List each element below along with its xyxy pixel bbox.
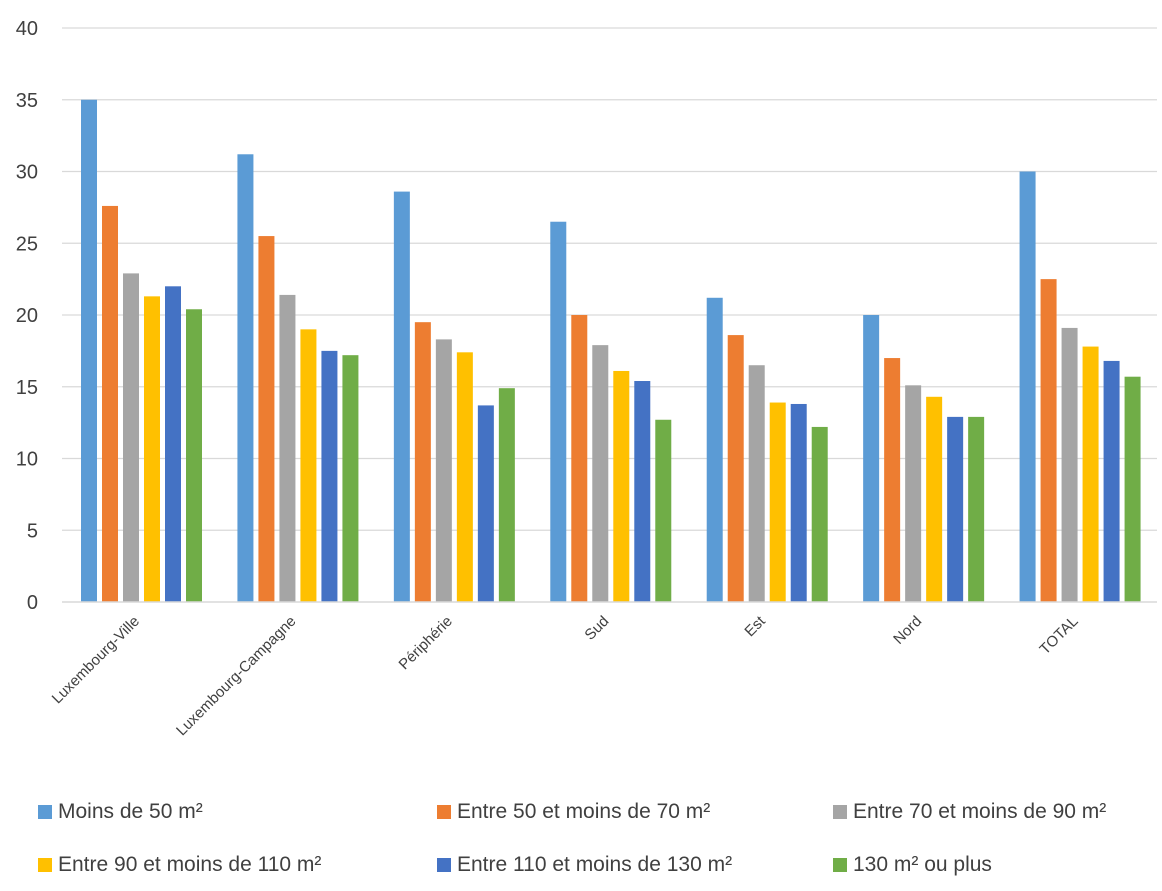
legend-swatch <box>833 858 847 872</box>
bar <box>477 405 494 602</box>
legend-item: Entre 110 et moins de 130 m² <box>437 853 732 877</box>
bar <box>1103 360 1120 602</box>
bar <box>1061 327 1078 602</box>
legend-label: Moins de 50 m² <box>58 800 203 823</box>
legend-item: 130 m² ou plus <box>833 853 992 877</box>
x-axis-labels: Luxembourg-Ville Luxembourg-Campagne Périp… <box>49 612 1082 739</box>
legend-label: Entre 110 et moins de 130 m² <box>457 853 733 876</box>
legend-label: Entre 70 et moins de 90 m² <box>853 800 1107 823</box>
legend-swatch <box>833 805 847 819</box>
bars <box>81 99 1141 602</box>
y-tick-label: 0 <box>27 592 38 614</box>
bar <box>342 355 359 602</box>
bar <box>613 370 630 602</box>
y-tick-label: 5 <box>27 520 38 542</box>
bar <box>321 350 338 602</box>
legend-swatch <box>437 858 451 872</box>
bar <box>905 385 922 602</box>
bar <box>498 388 515 602</box>
bar <box>165 286 181 602</box>
y-tick-label: 30 <box>16 162 38 184</box>
legend-label: Entre 90 et moins de 110 m² <box>58 853 322 876</box>
bar <box>1019 171 1036 602</box>
bar <box>456 352 473 602</box>
bar <box>592 345 609 602</box>
bar <box>634 381 651 602</box>
x-tick-label: Périphérie <box>396 613 456 673</box>
legend-label: 130 m² ou plus <box>853 853 992 876</box>
y-tick-label: 25 <box>16 233 38 255</box>
bar <box>968 416 985 602</box>
bar <box>300 329 317 602</box>
bar <box>550 221 567 602</box>
bar <box>727 335 744 602</box>
x-tick-label: Sud <box>581 613 612 644</box>
bar <box>926 396 943 602</box>
bar <box>748 365 765 602</box>
bar <box>435 339 452 602</box>
x-tick-label: Luxembourg-Campagne <box>173 613 299 739</box>
legend-swatch <box>38 858 52 872</box>
legend-label: Entre 50 et moins de 70 m² <box>457 800 711 823</box>
bar <box>1124 376 1141 602</box>
x-tick-label: Nord <box>890 613 925 648</box>
bar <box>393 191 410 602</box>
bar <box>81 99 97 602</box>
bar <box>706 297 723 602</box>
legend-item: Entre 50 et moins de 70 m² <box>437 800 710 824</box>
legend-item: Entre 70 et moins de 90 m² <box>833 800 1106 824</box>
y-tick-label: 20 <box>16 305 38 327</box>
bar <box>237 154 254 602</box>
gridlines <box>62 27 1157 531</box>
bar <box>769 402 786 602</box>
legend-swatch <box>437 805 451 819</box>
x-tick-label: Est <box>741 612 769 640</box>
bar <box>186 309 202 602</box>
bar <box>279 294 296 602</box>
y-tick-label: 40 <box>16 18 38 40</box>
y-tick-label: 15 <box>16 377 38 399</box>
bar <box>414 322 431 602</box>
bar <box>144 296 160 602</box>
y-tick-label: 35 <box>16 90 38 112</box>
x-tick-label: TOTAL <box>1036 613 1081 658</box>
bar <box>258 236 275 602</box>
bar <box>947 416 964 602</box>
legend-swatch <box>38 805 52 819</box>
bar <box>811 426 828 602</box>
y-tick-label: 10 <box>16 449 38 471</box>
bar <box>1040 279 1057 602</box>
bar <box>102 205 118 602</box>
bar <box>863 315 880 602</box>
x-tick-label: Luxembourg-Ville <box>49 613 143 707</box>
bar <box>790 403 807 602</box>
bar <box>571 315 588 602</box>
legend-item: Moins de 50 m² <box>38 800 203 824</box>
bar <box>655 419 672 602</box>
y-axis-ticks: 0 5 10 15 20 25 30 35 40 <box>16 18 38 614</box>
bar <box>123 273 139 602</box>
bar <box>884 358 901 602</box>
legend-item: Entre 90 et moins de 110 m² <box>38 853 321 877</box>
bar <box>1082 346 1099 602</box>
